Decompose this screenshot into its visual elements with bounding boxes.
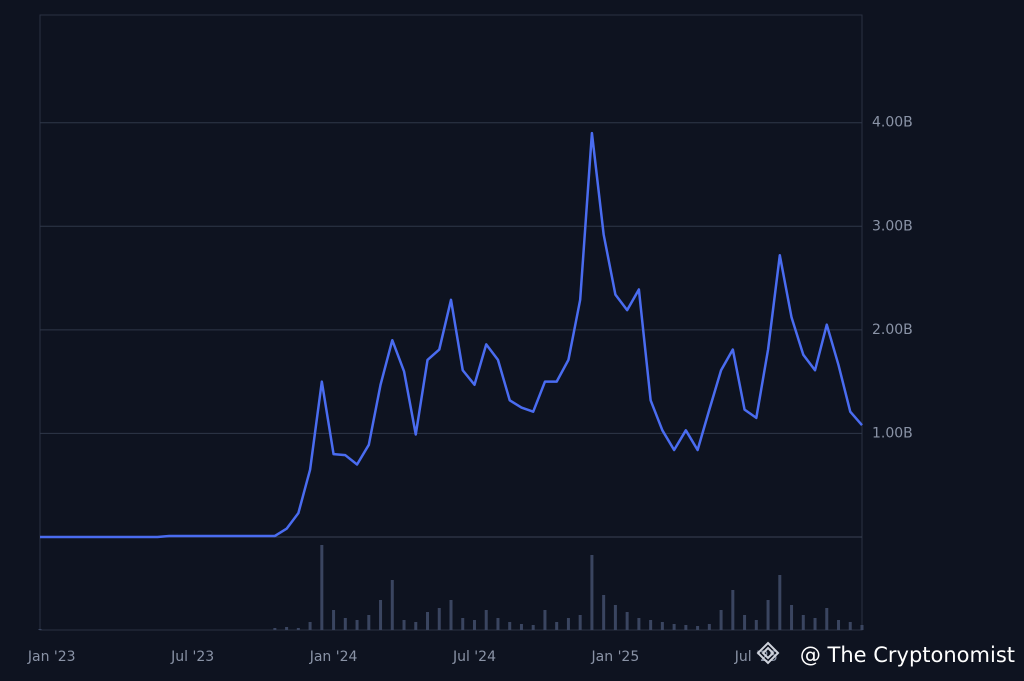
volume-bar <box>672 624 676 630</box>
volume-bar <box>790 605 794 630</box>
volume-bar <box>496 618 500 630</box>
volume-bar <box>343 618 347 630</box>
volume-bar <box>320 545 324 630</box>
volume-bar <box>437 608 441 630</box>
volume-bar <box>379 600 383 630</box>
volume-bar <box>273 628 277 630</box>
x-tick-label: Jul '23 <box>170 649 214 665</box>
price-line <box>40 131 863 539</box>
volume-bar <box>825 608 829 630</box>
volume-bar <box>613 605 617 630</box>
volume-bar <box>519 624 523 630</box>
volume-bar <box>660 622 664 630</box>
volume-bar <box>637 618 641 630</box>
volume-bar <box>754 620 758 630</box>
volume-bar <box>684 625 688 630</box>
volume-bar <box>602 595 606 630</box>
volume-bar <box>719 610 723 630</box>
volume-bar <box>367 615 371 630</box>
volume-bar <box>308 622 312 630</box>
volume-bar <box>590 555 594 630</box>
volume-bar <box>778 575 782 630</box>
volume-bar <box>296 628 300 630</box>
volume-bar <box>696 626 700 630</box>
volume-bar <box>555 622 559 630</box>
y-tick-label: 3.00B <box>872 218 913 234</box>
volume-bar <box>625 612 629 630</box>
volume-bar <box>801 615 805 630</box>
volume-bar <box>449 600 453 630</box>
volume-bar <box>461 618 465 630</box>
y-tick-label: 2.00B <box>872 322 913 338</box>
volume-bar <box>578 615 582 630</box>
volume-bar <box>649 620 653 630</box>
x-tick-label: Jul '24 <box>452 649 496 665</box>
x-tick-label: Jan '24 <box>309 649 358 665</box>
volume-bar <box>426 612 430 630</box>
y-tick-label: 4.00B <box>872 115 913 131</box>
volume-bar <box>766 600 770 630</box>
volume-bar <box>38 629 42 630</box>
volume-bar <box>355 620 359 630</box>
volume-bar <box>484 610 488 630</box>
x-tick-label: Jan '23 <box>27 649 76 665</box>
watermark-icon <box>756 641 780 665</box>
volume-bar <box>543 610 547 630</box>
volume-bar <box>402 620 406 630</box>
volume-bar <box>813 618 817 630</box>
volume-bar <box>285 627 289 630</box>
volume-bar <box>531 625 535 630</box>
y-tick-label: 1.00B <box>872 425 913 441</box>
volume-bar <box>414 622 418 630</box>
watermark: @ The Cryptonomist <box>756 641 1015 667</box>
volume-bar <box>743 615 747 630</box>
watermark-text: @ The Cryptonomist <box>800 643 1015 667</box>
volume-bar <box>508 622 512 630</box>
volume-bar <box>566 618 570 630</box>
volume-bar <box>707 624 711 630</box>
volume-bar <box>860 625 864 630</box>
volume-bar <box>472 620 476 630</box>
volume-bar <box>848 622 852 630</box>
x-tick-label: Jan '25 <box>591 649 640 665</box>
volume-bar <box>390 580 394 630</box>
volume-bar <box>837 620 841 630</box>
volume-bar <box>332 610 336 630</box>
volume-bar <box>731 590 735 630</box>
